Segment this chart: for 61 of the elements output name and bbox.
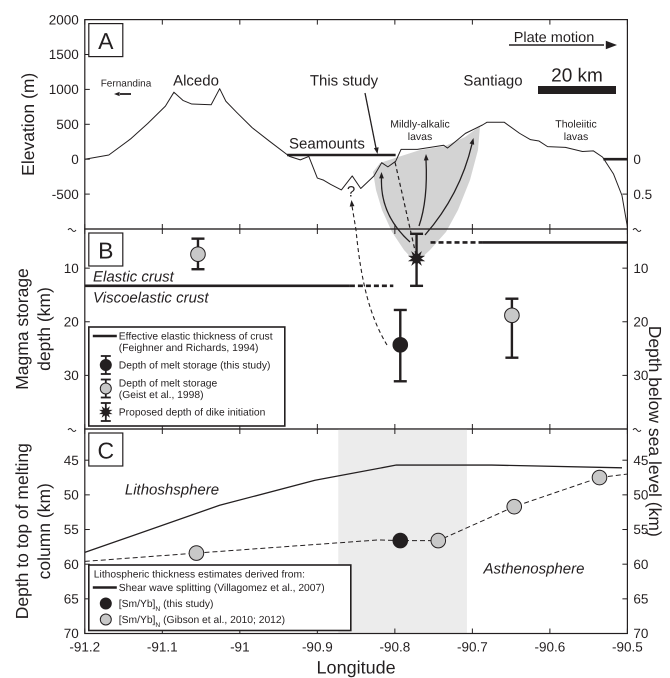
annotation: Lithoshsphere xyxy=(124,481,220,498)
y-tick-label: 50 xyxy=(64,488,79,503)
legend-label: Depth of melt storage (this study) xyxy=(118,360,270,372)
legend-label: [Sm/Yb]$_{N}$ (this study) xyxy=(118,599,214,613)
annotation: Asthenosphere xyxy=(482,560,584,578)
annotation: Alcedo xyxy=(173,72,219,90)
annotation: This study xyxy=(310,72,379,90)
annotation: B xyxy=(98,237,114,264)
x-tick-label: -91 xyxy=(230,640,250,654)
annotation: ? xyxy=(346,183,356,200)
x-tick-label: -90.8 xyxy=(379,640,410,654)
x-axis-title: Longitude xyxy=(316,658,396,678)
y-tick-label: -500 xyxy=(52,186,79,202)
y-tick-label: 55 xyxy=(64,522,79,538)
legend-label: Depth of melt storage (Geist et al., 1998) xyxy=(118,378,218,401)
y-tick-label: 60 xyxy=(64,556,79,572)
x-tick-label: -90.5 xyxy=(612,640,643,654)
annotation: 20 km xyxy=(551,66,603,87)
y-tick-label: 45 xyxy=(64,452,79,468)
legend-label: Shear wave splitting (Villagomez et al., 2007) xyxy=(118,583,325,594)
annotation: Viscoelastic crust xyxy=(93,289,210,306)
y-tick-label: 65 xyxy=(64,592,79,607)
legend-label: [Sm/Yb]$_{N}$ (Gibson et al., 2010; 2012) xyxy=(118,615,286,629)
y2-tick-label: 50 xyxy=(633,488,648,503)
annotation: Elastic crust xyxy=(93,268,175,286)
legend-label: Effective elastic thickness of crust (Feighner and Richards, 1994) xyxy=(118,331,273,354)
y-tick-label: 20 xyxy=(64,314,79,330)
x-tick-label: -91.2 xyxy=(69,640,100,654)
y-tick-label: 1000 xyxy=(48,82,79,98)
y-tick-label: 2000 xyxy=(48,12,79,28)
y-axis-title: Depth to top of melting column (km) xyxy=(12,443,54,620)
y-tick-label: 30 xyxy=(64,368,79,384)
annotation: Mildly-alkalic lavas xyxy=(390,118,450,143)
y2-tick-label: 70 xyxy=(633,626,648,642)
x-tick-label: -90.9 xyxy=(302,640,333,654)
y-tick-label: 0 xyxy=(71,152,79,167)
y2-tick-label: 20 xyxy=(633,314,648,330)
y-tick-label: 10 xyxy=(64,260,79,276)
annotation: Seamounts xyxy=(289,135,365,152)
x-tick-label: -91.1 xyxy=(146,640,178,654)
y-tick-label: 1500 xyxy=(48,47,79,62)
legend-title: Lithospheric thickness estimates derived from: xyxy=(94,570,305,580)
y2-tick-label: 0.5 xyxy=(633,186,652,202)
annotation: C xyxy=(97,437,114,464)
y-axis-title: Elevation (m) xyxy=(18,72,38,176)
y-tick-label: 500 xyxy=(56,117,79,132)
y2-tick-label: 0 xyxy=(633,152,641,167)
y2-tick-label: 45 xyxy=(633,452,648,468)
legend-label: Proposed depth of dike initiation xyxy=(118,408,266,419)
annotation: Tholeiitic lavas xyxy=(555,118,597,143)
annotation: Fernandina xyxy=(100,78,152,90)
annotation: Santiago xyxy=(463,72,523,90)
y2-tick-label: 60 xyxy=(633,556,648,572)
annotation: A xyxy=(98,28,114,54)
x-tick-label: -90.6 xyxy=(534,640,566,654)
y2-tick-label: 65 xyxy=(633,592,648,607)
annotation: Plate motion xyxy=(514,30,594,46)
y-tick-label: 70 xyxy=(64,626,79,642)
y2-tick-label: 10 xyxy=(633,260,648,276)
x-tick-label: -90.7 xyxy=(456,640,488,654)
y-axis-title: Magma storage depth (km) xyxy=(12,268,54,390)
